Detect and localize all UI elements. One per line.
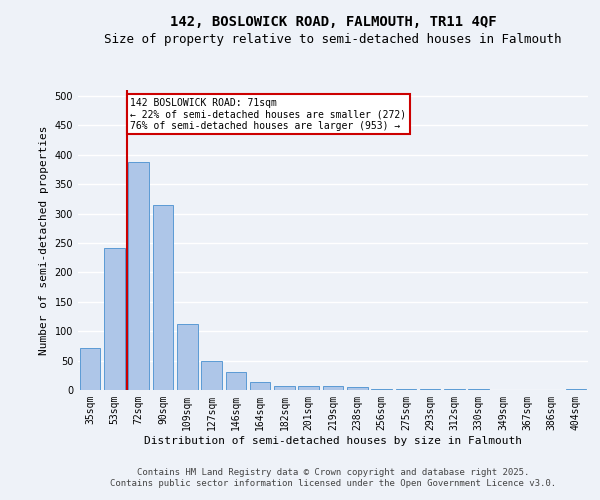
Bar [104, 248, 125, 390]
Bar [371, 389, 392, 390]
Text: Size of property relative to semi-detached houses in Falmouth: Size of property relative to semi-detach… [104, 32, 562, 46]
Text: 142, BOSLOWICK ROAD, FALMOUTH, TR11 4QF: 142, BOSLOWICK ROAD, FALMOUTH, TR11 4QF [170, 15, 496, 29]
Y-axis label: Number of semi-detached properties: Number of semi-detached properties [39, 125, 49, 355]
Bar [274, 386, 295, 390]
Bar [323, 386, 343, 390]
Bar [347, 387, 368, 390]
Bar [177, 324, 197, 390]
Text: 142 BOSLOWICK ROAD: 71sqm
← 22% of semi-detached houses are smaller (272)
76% of: 142 BOSLOWICK ROAD: 71sqm ← 22% of semi-… [130, 98, 406, 131]
Bar [152, 204, 173, 390]
X-axis label: Distribution of semi-detached houses by size in Falmouth: Distribution of semi-detached houses by … [144, 436, 522, 446]
Bar [226, 372, 246, 390]
Bar [566, 389, 586, 390]
Bar [298, 386, 319, 390]
Text: Contains HM Land Registry data © Crown copyright and database right 2025.
Contai: Contains HM Land Registry data © Crown c… [110, 468, 556, 487]
Bar [201, 360, 222, 390]
Bar [250, 382, 271, 390]
Bar [80, 348, 100, 390]
Bar [128, 162, 149, 390]
